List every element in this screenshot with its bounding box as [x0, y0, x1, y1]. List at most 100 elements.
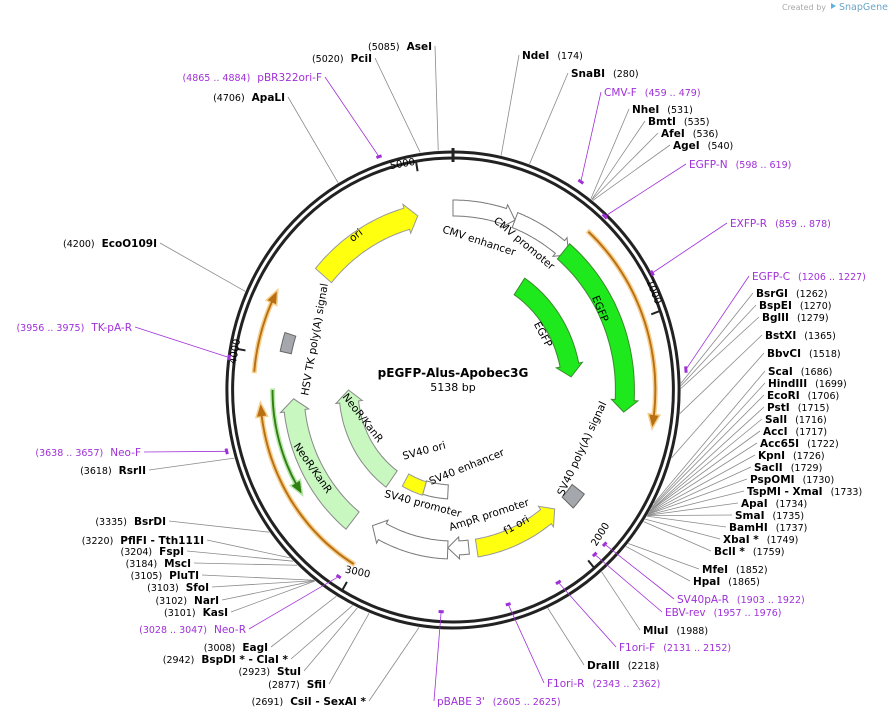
site-leader	[159, 242, 246, 292]
site-label: MfeI (1852)	[702, 564, 768, 576]
site-label-name: DraIII	[587, 660, 620, 672]
site-label: EcoRI (1706)	[767, 390, 839, 402]
site-label: BstXI (1365)	[765, 330, 836, 342]
site-leader	[186, 550, 294, 562]
ruler-tick	[650, 310, 660, 316]
ruler-tick-label: 1000	[643, 278, 663, 306]
site-label: BspEI (1270)	[759, 300, 831, 312]
primer-label-position: (459 .. 479)	[645, 88, 701, 99]
site-label-name: MscI	[164, 558, 191, 570]
site-label-name: BsrDI	[134, 516, 166, 528]
site-label-name: FspI	[159, 546, 184, 558]
feature-outline-arrow	[270, 388, 304, 497]
site-leader	[303, 607, 358, 672]
site-label: BmtI (535)	[648, 116, 709, 128]
primer-label-name: SV40pA-R	[677, 594, 729, 606]
primer-leader	[604, 163, 687, 217]
site-label-position: (2942)	[163, 655, 195, 666]
site-label: (2691) CsiI - SexAI *	[252, 696, 367, 708]
primer-label: (3028 .. 3047) Neo-R	[139, 624, 246, 636]
site-label-position: (3204)	[121, 547, 153, 558]
primer-label-position: (3638 .. 3657)	[35, 448, 103, 459]
primer-label-position: (1903 .. 1922)	[737, 595, 805, 606]
site-label-position: (1715)	[798, 403, 830, 414]
site-label: DraIII (2218)	[587, 660, 659, 672]
site-leader	[591, 132, 659, 201]
feature-arrow	[371, 519, 449, 560]
site-label-position: (3008)	[204, 643, 236, 654]
primer-leader	[558, 582, 617, 648]
site-label: (3008) EagI	[204, 642, 268, 654]
site-leader	[680, 316, 760, 389]
site-label: (3105) PluTI	[131, 570, 199, 582]
site-label: SnaBI (280)	[571, 68, 639, 80]
feature-arrow	[561, 483, 586, 509]
site-label-name: MfeI	[702, 564, 728, 576]
feature-outline-arrow	[251, 287, 279, 374]
site-label: PspOMI (1730)	[750, 474, 834, 486]
site-label: BsrGI (1262)	[756, 288, 828, 300]
site-label-position: (174)	[557, 51, 583, 62]
site-label-position: (540)	[708, 141, 734, 152]
feature-arrow	[422, 480, 449, 500]
primer-label-position: (2131 .. 2152)	[663, 643, 731, 654]
primer-label: (4865 .. 4884) pBR322ori-F	[182, 72, 322, 84]
site-label: KpnI (1726)	[758, 450, 825, 462]
primer-label-position: (1957 .. 1976)	[714, 608, 782, 619]
site-label: AccI (1717)	[763, 426, 827, 438]
site-label: (2877) SfiI	[268, 679, 326, 691]
primer-leader	[134, 326, 230, 358]
site-label-name: PciI	[351, 53, 372, 65]
feature-label: SV40 poly(A) signal	[555, 400, 609, 498]
site-label-name: AseI	[407, 41, 432, 53]
snapgene-logo	[831, 3, 836, 9]
primer-leader	[685, 275, 750, 370]
primer-label-name: EBV-rev	[665, 607, 706, 619]
site-label-name: SalI	[765, 414, 787, 426]
site-leader	[148, 457, 235, 471]
primer-site	[577, 178, 585, 185]
site-leader	[201, 574, 315, 581]
site-label: (2942) BspDI * - ClaI *	[163, 654, 289, 666]
primer-label: EGFP-C (1206 .. 1227)	[752, 271, 866, 283]
ruler-tick	[415, 162, 419, 172]
site-leader	[211, 580, 315, 588]
site-leader	[671, 352, 765, 458]
feature-arrow	[314, 203, 419, 284]
site-label: NheI (531)	[632, 104, 693, 116]
primer-label: EXFP-R (859 .. 878)	[730, 218, 831, 230]
site-label-name: KpnI	[758, 450, 785, 462]
site-leader	[290, 605, 353, 660]
site-label-position: (4706)	[213, 93, 245, 104]
site-label: XbaI * (1749)	[723, 534, 798, 546]
site-label-name: EcoO109I	[102, 238, 157, 250]
site-label-position: (1749)	[767, 535, 799, 546]
ruler-tick-label: 4000	[228, 338, 243, 365]
site-leader	[374, 57, 421, 153]
site-label-name: EcoRI	[767, 390, 800, 402]
site-label-name: BmtI	[648, 116, 676, 128]
site-leader	[625, 546, 691, 582]
site-label-name: ApaI	[741, 498, 768, 510]
site-leader	[368, 627, 420, 702]
site-label: (4706) ApaLI	[213, 92, 285, 104]
site-label: (3101) KasI	[164, 607, 228, 619]
site-label-name: Acc65I	[760, 438, 799, 450]
ruler-tick	[341, 581, 348, 591]
site-label-position: (5085)	[368, 42, 400, 53]
site-label-position: (536)	[693, 129, 719, 140]
site-label-position: (1716)	[795, 415, 827, 426]
primer-leader	[580, 91, 602, 182]
site-leader	[590, 108, 630, 200]
site-label-position: (1686)	[801, 367, 833, 378]
site-label-position: (535)	[684, 117, 710, 128]
site-label-position: (2923)	[238, 667, 270, 678]
site-label-position: (1717)	[795, 427, 827, 438]
site-label: (2923) StuI	[238, 666, 301, 678]
site-leader	[651, 394, 765, 509]
site-leader	[649, 418, 763, 512]
site-label-name: TspMI - XmaI	[747, 486, 823, 498]
site-leader	[679, 334, 763, 414]
site-label: BclI * (1759)	[714, 546, 784, 558]
site-leader	[592, 144, 671, 201]
